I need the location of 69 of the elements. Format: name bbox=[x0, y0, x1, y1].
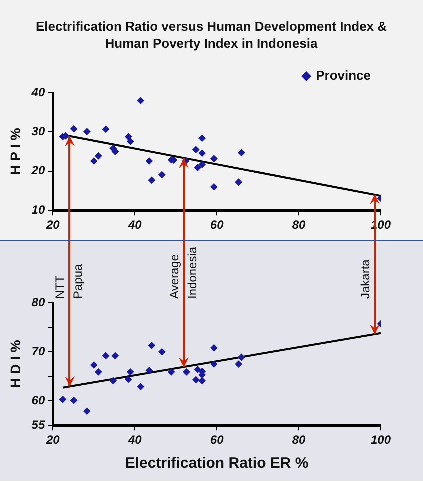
point bbox=[84, 128, 91, 136]
ref-line-label: Jakarta bbox=[358, 259, 373, 299]
point bbox=[235, 178, 242, 186]
point bbox=[192, 376, 200, 384]
point bbox=[137, 97, 144, 104]
y-tick-label: 60 bbox=[32, 393, 46, 408]
point bbox=[194, 366, 202, 374]
point bbox=[112, 148, 119, 156]
ref-line-label: NTT Papua bbox=[52, 264, 85, 299]
x-tick-label: 40 bbox=[127, 218, 142, 232]
point bbox=[102, 352, 110, 360]
y-tick-label: 70 bbox=[32, 344, 46, 358]
x-tick-label: 80 bbox=[292, 218, 306, 232]
point bbox=[198, 150, 206, 157]
x-tick-label: 60 bbox=[210, 433, 224, 448]
point bbox=[198, 134, 206, 142]
point bbox=[102, 126, 110, 133]
point bbox=[168, 368, 176, 376]
point bbox=[158, 171, 166, 178]
point bbox=[90, 158, 98, 165]
point bbox=[210, 155, 218, 162]
point bbox=[59, 396, 66, 404]
point bbox=[146, 158, 153, 165]
point bbox=[183, 368, 190, 376]
y-tick-label: 20 bbox=[30, 164, 46, 178]
y-tick-label: 10 bbox=[32, 202, 46, 217]
x-tick-label: 60 bbox=[210, 218, 224, 232]
point bbox=[70, 397, 78, 404]
legend-label: Province bbox=[316, 68, 372, 84]
point bbox=[127, 368, 134, 376]
point bbox=[125, 133, 132, 140]
ref-line-label: Average Indonesia bbox=[168, 246, 200, 299]
y-tick-label: 55 bbox=[32, 418, 46, 432]
y-tick-label: 40 bbox=[30, 85, 46, 100]
point bbox=[148, 342, 156, 350]
point bbox=[158, 348, 166, 356]
y-tick-label: 80 bbox=[32, 295, 46, 310]
point bbox=[125, 376, 132, 384]
x-tick-label: 20 bbox=[45, 218, 60, 232]
point bbox=[198, 377, 206, 384]
point bbox=[110, 377, 117, 384]
point bbox=[238, 354, 246, 361]
x-tick-label: 40 bbox=[127, 433, 142, 448]
point bbox=[210, 360, 218, 368]
point bbox=[137, 383, 144, 390]
point bbox=[238, 149, 246, 156]
y-axis-title: H P I % bbox=[7, 128, 24, 176]
point bbox=[70, 126, 78, 133]
x-axis-title: Electrification Ratio ER % bbox=[125, 455, 309, 472]
point bbox=[112, 352, 119, 360]
x-tick-label: 20 bbox=[45, 433, 60, 448]
point bbox=[95, 152, 102, 160]
point bbox=[148, 176, 156, 184]
x-tick-label: 80 bbox=[292, 433, 306, 448]
point bbox=[95, 368, 102, 376]
chart-title: Electrification Ratio versus Human Development Index & Human Poverty Index in Indonesia bbox=[34, 18, 388, 53]
point bbox=[90, 362, 98, 369]
point bbox=[235, 360, 242, 368]
point bbox=[194, 164, 202, 172]
point bbox=[210, 184, 218, 191]
point bbox=[84, 408, 91, 415]
y-axis-title: H D I % bbox=[7, 340, 24, 388]
point bbox=[127, 138, 134, 146]
point bbox=[210, 344, 218, 352]
y-tick-label: 30 bbox=[32, 124, 46, 139]
point bbox=[198, 161, 206, 168]
point bbox=[192, 146, 200, 154]
x-tick-label: 100 bbox=[370, 433, 392, 448]
point bbox=[146, 367, 153, 374]
